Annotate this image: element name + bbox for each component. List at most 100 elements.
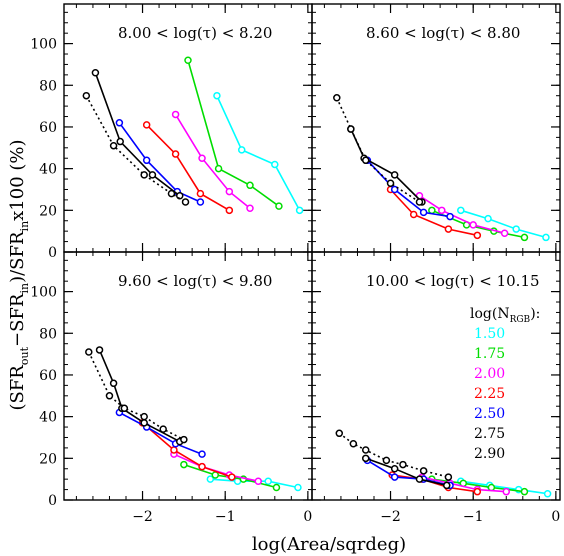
- data-point: [542, 233, 550, 242]
- data-point: [170, 446, 178, 454]
- data-point: [390, 464, 399, 473]
- panel-title: 9.60 < log(τ) < 9.80: [118, 272, 272, 290]
- data-point: [184, 56, 192, 65]
- data-point: [390, 171, 399, 179]
- series-polyline: [146, 124, 230, 211]
- data-point: [140, 412, 148, 421]
- data-point: [140, 419, 148, 427]
- data-point: [444, 225, 453, 233]
- data-point: [175, 191, 184, 200]
- data-point: [180, 460, 188, 469]
- series-line: [138, 419, 236, 481]
- data-point: [82, 91, 91, 100]
- y-axis-title-sub-out: out: [18, 346, 31, 365]
- data-point: [543, 489, 552, 498]
- data-point: [347, 125, 355, 133]
- y-tick-label: 100: [30, 285, 57, 301]
- data-point: [116, 137, 124, 146]
- data-point: [196, 189, 205, 198]
- y-tick-label: 80: [39, 326, 57, 342]
- series-polyline: [421, 476, 507, 493]
- data-point: [473, 487, 482, 496]
- y-tick-label: 60: [39, 120, 57, 136]
- data-point: [457, 206, 465, 215]
- data-point: [520, 487, 529, 496]
- y-tick-label: 100: [30, 37, 57, 53]
- data-point: [487, 483, 496, 492]
- data-point: [446, 212, 454, 221]
- series-polyline: [216, 95, 301, 211]
- data-point: [159, 425, 167, 433]
- data-point: [91, 69, 100, 77]
- x-tick-label: −1: [215, 509, 236, 525]
- series-polyline: [389, 188, 478, 237]
- series-line: [82, 91, 190, 206]
- data-point: [264, 477, 272, 485]
- data-point: [213, 91, 221, 100]
- series-line: [85, 348, 188, 444]
- series-line: [386, 185, 482, 240]
- data-point: [109, 379, 118, 388]
- data-point: [198, 450, 206, 458]
- y-axis-title-open: (SFR: [7, 365, 28, 411]
- series-line: [335, 429, 453, 481]
- series-polyline: [119, 411, 203, 455]
- legend-title-close: ):: [530, 306, 540, 322]
- data-point: [361, 446, 370, 454]
- y-tick-label: 40: [39, 410, 57, 426]
- data-point: [85, 348, 93, 356]
- data-point: [419, 208, 428, 217]
- data-point: [442, 481, 451, 490]
- legend-title-subscript: RGB: [510, 315, 531, 325]
- data-point: [349, 439, 358, 448]
- data-point: [181, 198, 190, 206]
- y-axis-title-sub-in1: in: [18, 283, 31, 294]
- data-point: [196, 198, 205, 206]
- legend-title: log(NRGB):: [470, 306, 540, 325]
- series-line: [415, 191, 509, 237]
- data-point: [171, 110, 180, 119]
- series-line: [333, 94, 424, 206]
- data-point: [198, 154, 206, 162]
- y-axis-title: (SFRout−SFRin)/SFRinx100 (%): [7, 139, 31, 410]
- y-tick-label: 60: [39, 368, 57, 384]
- x-tick-label: −2: [132, 509, 153, 525]
- data-point: [428, 206, 436, 215]
- legend-entry: 1.75: [474, 346, 505, 362]
- data-point: [361, 156, 370, 165]
- series-polyline: [141, 422, 233, 478]
- data-point: [415, 475, 424, 483]
- x-axis-title: log(Area/sqrdeg): [252, 534, 406, 555]
- data-point: [469, 221, 477, 229]
- x-tick-label: −2: [380, 509, 401, 525]
- data-point: [237, 146, 246, 154]
- data-point: [361, 454, 370, 463]
- y-axis-title-sub-in2: in: [18, 221, 31, 232]
- data-point: [275, 202, 283, 210]
- series-polyline: [460, 480, 548, 495]
- series-polyline: [118, 122, 201, 203]
- y-tick-label: 80: [39, 78, 57, 94]
- series-line: [206, 475, 302, 492]
- series-polyline: [365, 457, 447, 487]
- series-line: [347, 125, 426, 206]
- series-polyline: [460, 209, 547, 239]
- panel-title: 8.00 < log(τ) < 8.20: [118, 24, 272, 42]
- panel-title: 10.00 < log(τ) < 10.15: [366, 272, 540, 290]
- series-polyline: [350, 128, 423, 203]
- data-point: [140, 171, 148, 179]
- legend: log(NRGB):1.50 1.75 2.00 2.25 2.50 2.75 2.90: [470, 306, 540, 462]
- y-axis-title-close: x100 (%): [7, 139, 28, 220]
- data-point: [512, 225, 520, 233]
- data-point: [272, 483, 281, 492]
- data-point: [390, 473, 399, 481]
- data-point: [95, 346, 104, 354]
- data-point: [171, 150, 180, 158]
- data-point: [225, 187, 234, 196]
- data-point: [295, 206, 304, 215]
- series-polyline: [88, 351, 185, 441]
- data-point: [502, 487, 511, 496]
- data-point: [142, 121, 151, 129]
- data-point: [419, 467, 428, 475]
- data-point: [109, 141, 118, 150]
